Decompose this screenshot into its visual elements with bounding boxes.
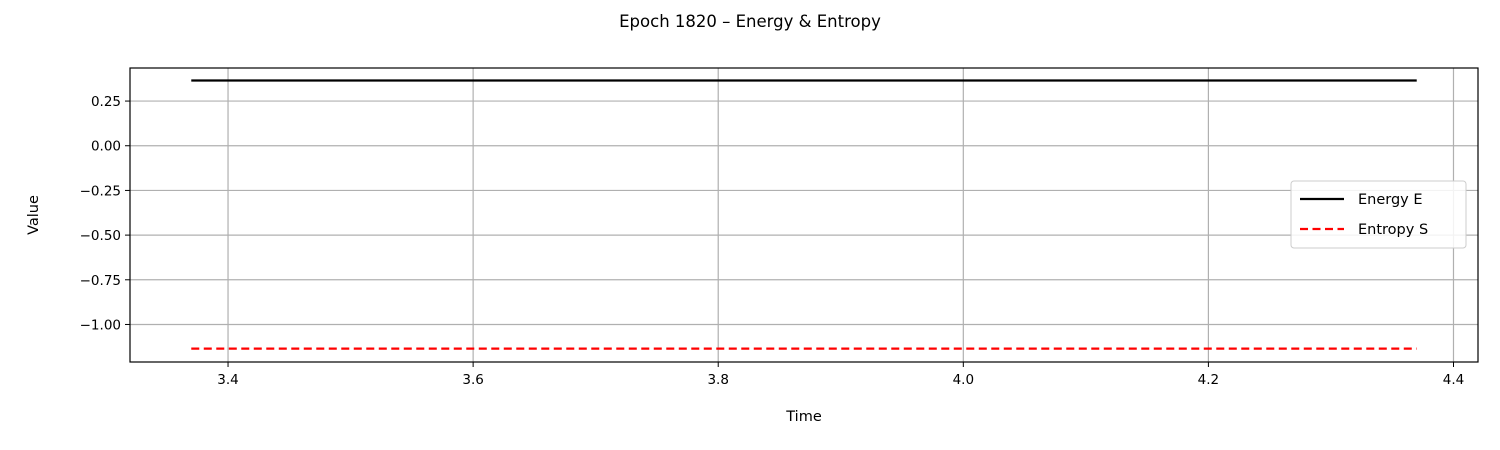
y-tick-label: 0.00 xyxy=(91,139,121,155)
y-axis-label: Value xyxy=(26,195,42,235)
x-axis-label: Time xyxy=(785,409,822,425)
x-tick-label: 4.4 xyxy=(1443,372,1464,388)
y-tick-label: −0.75 xyxy=(80,273,121,289)
chart-title: Epoch 1820 – Energy & Entropy xyxy=(619,12,881,31)
legend-label: Energy E xyxy=(1358,192,1423,208)
x-axis-ticks: 3.4 3.6 3.8 4.0 4.2 4.4 xyxy=(217,362,1464,388)
x-tick-label: 4.2 xyxy=(1198,372,1219,388)
y-tick-label: −0.50 xyxy=(80,228,121,244)
legend: Energy E Entropy S xyxy=(1290,180,1467,249)
series-lines xyxy=(191,79,1417,350)
x-tick-label: 3.6 xyxy=(462,372,483,388)
grid xyxy=(130,68,1478,362)
x-tick-label: 3.4 xyxy=(217,372,238,388)
y-axis-ticks: 0.25 0.00 −0.25 −0.50 −0.75 −1.00 xyxy=(80,94,130,333)
x-tick-label: 4.0 xyxy=(953,372,974,388)
plot-frame xyxy=(129,67,1479,363)
y-tick-label: −1.00 xyxy=(80,317,121,333)
y-tick-label: −0.25 xyxy=(80,183,121,199)
legend-label: Entropy S xyxy=(1358,222,1428,238)
legend-box xyxy=(1290,180,1467,249)
x-tick-label: 3.8 xyxy=(707,372,728,388)
y-tick-label: 0.25 xyxy=(91,94,121,110)
